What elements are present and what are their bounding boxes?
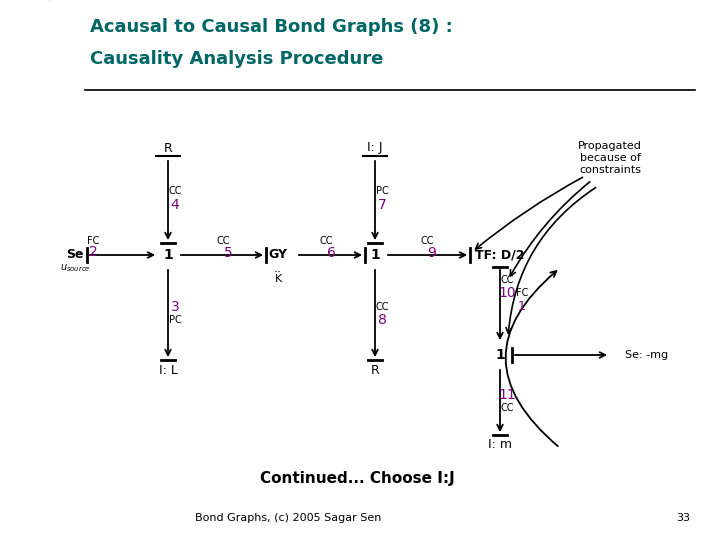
- Text: Causality Analysis Procedure: Causality Analysis Procedure: [90, 50, 383, 68]
- Text: 8: 8: [377, 313, 387, 327]
- Text: 33: 33: [676, 513, 690, 523]
- Text: K: K: [274, 274, 282, 284]
- Text: CC: CC: [319, 236, 333, 246]
- Text: 3: 3: [171, 300, 179, 314]
- Text: Se: Se: [66, 248, 84, 261]
- Text: I: m: I: m: [488, 438, 512, 451]
- Text: 10: 10: [498, 286, 516, 300]
- Text: I: J: I: J: [367, 141, 383, 154]
- FancyArrowPatch shape: [505, 271, 558, 446]
- Text: R: R: [163, 141, 172, 154]
- Text: I: L: I: L: [158, 363, 177, 376]
- Text: 2: 2: [89, 245, 97, 259]
- Text: Se: -mg: Se: -mg: [625, 350, 668, 360]
- Text: 1: 1: [518, 300, 526, 314]
- Text: CC: CC: [500, 275, 514, 285]
- Text: CC: CC: [420, 236, 433, 246]
- Text: 4: 4: [171, 198, 179, 212]
- Text: 6: 6: [327, 246, 336, 260]
- Text: TF: D/2: TF: D/2: [475, 248, 525, 261]
- Text: CC: CC: [168, 186, 181, 196]
- Text: FC: FC: [87, 236, 99, 246]
- Text: CC: CC: [375, 302, 389, 312]
- Text: CC: CC: [216, 236, 230, 246]
- Text: 9: 9: [428, 246, 436, 260]
- Text: ..: ..: [274, 262, 282, 275]
- Text: 1: 1: [163, 248, 173, 262]
- Text: 7: 7: [377, 198, 387, 212]
- Text: 1: 1: [495, 348, 505, 362]
- Text: Continued... Choose I:J: Continued... Choose I:J: [260, 470, 455, 485]
- Text: CC: CC: [500, 403, 514, 413]
- Text: $u_{source}$: $u_{source}$: [60, 262, 90, 274]
- Text: Bond Graphs, (c) 2005 Sagar Sen: Bond Graphs, (c) 2005 Sagar Sen: [195, 513, 382, 523]
- Text: Propagated
because of
constraints: Propagated because of constraints: [578, 141, 642, 174]
- Text: PC: PC: [376, 186, 388, 196]
- Text: 5: 5: [224, 246, 233, 260]
- Text: 11: 11: [498, 388, 516, 402]
- Text: R: R: [371, 363, 379, 376]
- Text: GY: GY: [269, 248, 287, 261]
- Text: 1: 1: [370, 248, 380, 262]
- Text: Acausal to Causal Bond Graphs (8) :: Acausal to Causal Bond Graphs (8) :: [90, 18, 453, 36]
- Text: FC: FC: [516, 288, 528, 298]
- Text: PC: PC: [168, 315, 181, 325]
